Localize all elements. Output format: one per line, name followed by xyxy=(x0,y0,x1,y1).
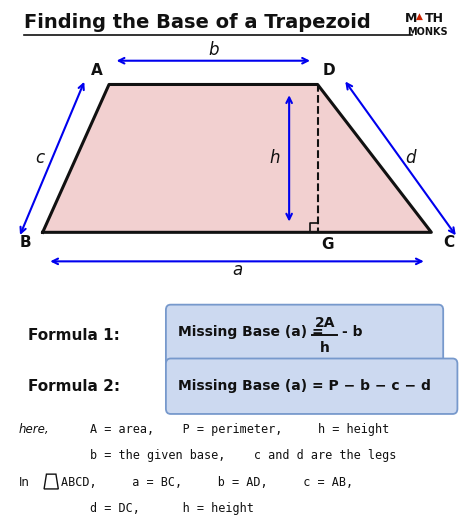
Text: ABCD,     a = BC,     b = AD,     c = AB,: ABCD, a = BC, b = AD, c = AB, xyxy=(61,476,353,489)
Text: b = the given base,    c and d are the legs: b = the given base, c and d are the legs xyxy=(90,449,396,462)
Text: b: b xyxy=(208,41,219,59)
Text: Finding the Base of a Trapezoid: Finding the Base of a Trapezoid xyxy=(24,13,371,32)
Text: Formula 1:: Formula 1: xyxy=(28,328,120,343)
Text: d = DC,      h = height: d = DC, h = height xyxy=(90,502,254,515)
Text: h: h xyxy=(320,341,329,355)
Text: G: G xyxy=(321,237,334,251)
Text: C: C xyxy=(443,235,454,250)
Text: a: a xyxy=(232,261,242,279)
Text: c: c xyxy=(36,149,45,167)
Text: MONKS: MONKS xyxy=(407,27,447,37)
Text: TH: TH xyxy=(425,12,444,25)
Text: ▲: ▲ xyxy=(416,12,423,21)
Text: D: D xyxy=(323,63,336,78)
Text: In: In xyxy=(19,476,30,489)
FancyBboxPatch shape xyxy=(166,305,443,366)
Polygon shape xyxy=(43,84,431,232)
Text: 2A: 2A xyxy=(314,316,335,329)
Text: Missing Base (a) = P − b − c − d: Missing Base (a) = P − b − c − d xyxy=(178,380,430,393)
Text: B: B xyxy=(19,235,31,250)
Text: - b: - b xyxy=(342,325,363,339)
Text: here,: here, xyxy=(19,423,50,437)
Text: Formula 2:: Formula 2: xyxy=(28,379,120,394)
FancyBboxPatch shape xyxy=(166,359,457,414)
Text: M: M xyxy=(405,12,418,25)
Text: d: d xyxy=(405,149,415,167)
Text: Missing Base (a) =: Missing Base (a) = xyxy=(178,325,328,339)
Text: A = area,    P = perimeter,     h = height: A = area, P = perimeter, h = height xyxy=(90,423,389,437)
Text: h: h xyxy=(270,149,280,167)
Text: A: A xyxy=(91,63,103,78)
